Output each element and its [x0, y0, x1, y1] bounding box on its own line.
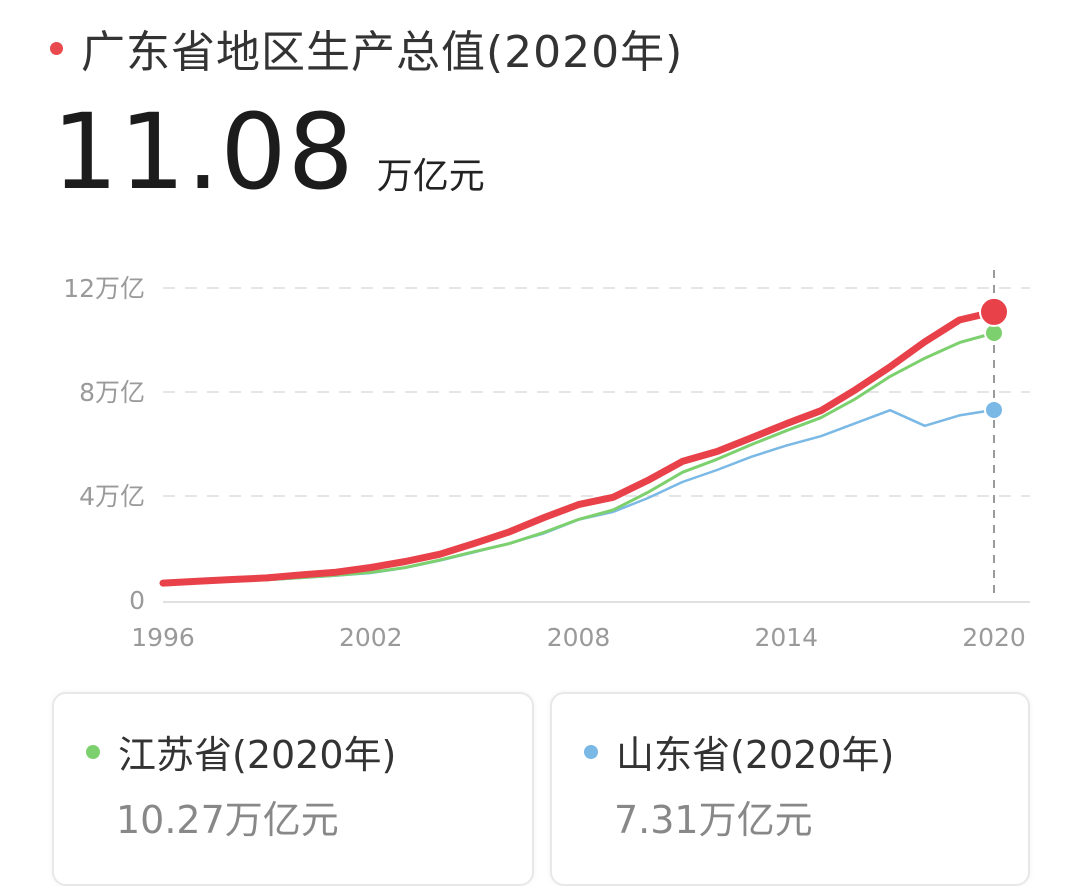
jiangsu-dot-icon: [86, 744, 100, 759]
y-tick-label: 12万亿: [63, 274, 145, 303]
gdp-line-chart[interactable]: 0 4万亿 8万亿 12万亿 1996 2002 2008 2014 2020: [0, 250, 1080, 670]
headline-unit: 万亿元: [376, 156, 485, 197]
y-tick-label: 4万亿: [79, 482, 145, 511]
series-line-广东省: [159, 308, 998, 587]
x-tick-label: 1996: [131, 623, 195, 652]
jiangsu-card-title: 江苏省(2020年): [118, 733, 397, 777]
shandong-card-header: 山东省(2020年): [584, 724, 894, 779]
jiangsu-card-value: 10.27万亿元: [116, 798, 339, 842]
x-tick-label: 2014: [754, 623, 818, 652]
headline-value: 11.08 万亿元: [52, 100, 485, 204]
x-tick-label: 2002: [339, 623, 403, 652]
x-tick-label: 2008: [547, 623, 611, 652]
title-dot-icon: [50, 41, 63, 55]
x-tick-label: 2020: [962, 623, 1026, 652]
headline-number: 11.08: [52, 91, 355, 213]
shandong-card-value: 7.31万亿元: [614, 798, 813, 842]
shandong-card[interactable]: 山东省(2020年) 7.31万亿元: [550, 692, 1030, 886]
y-tick-label: 0: [129, 586, 145, 615]
shandong-dot-icon: [584, 744, 598, 759]
series-line-江苏省: [161, 331, 996, 586]
end-point-山东省: [984, 399, 1004, 420]
chart-title: 广东省地区生产总值(2020年): [81, 27, 684, 78]
jiangsu-card-header: 江苏省(2020年): [86, 724, 396, 779]
y-tick-label: 8万亿: [79, 378, 145, 407]
shandong-card-title: 山东省(2020年): [616, 733, 895, 777]
end-point-广东省: [979, 296, 1009, 327]
chart-header: 广东省地区生产总值(2020年): [50, 18, 683, 78]
jiangsu-card[interactable]: 江苏省(2020年) 10.27万亿元: [52, 692, 534, 886]
